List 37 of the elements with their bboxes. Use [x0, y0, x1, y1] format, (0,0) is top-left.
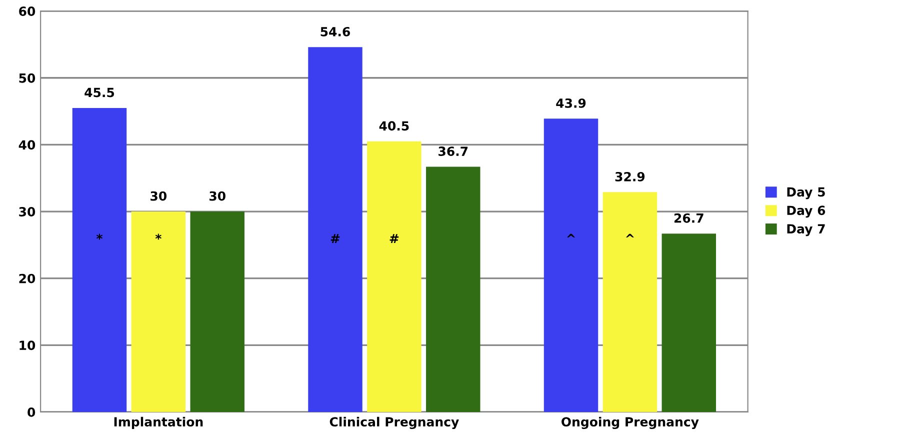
annotation: #: [330, 234, 340, 244]
y-tick-label: 50: [19, 73, 36, 83]
data-label: 30: [150, 191, 167, 201]
bar: [131, 212, 186, 412]
y-tick-label: 20: [19, 274, 36, 284]
data-label: 43.9: [556, 98, 586, 108]
bar: [190, 212, 244, 412]
y-tick-label: 0: [28, 407, 36, 417]
bar: [544, 118, 598, 412]
y-tick-label: 30: [19, 207, 36, 216]
bar: [602, 192, 658, 412]
bar: [308, 47, 362, 412]
y-tick-label: 60: [19, 6, 36, 16]
data-label: 30: [210, 191, 226, 201]
legend-label: Day 6: [787, 206, 826, 218]
annotation: *: [96, 234, 103, 240]
x-tick-label: Clinical Pregnancy: [330, 416, 459, 430]
annotation: *: [155, 234, 162, 240]
annotation: #: [390, 234, 399, 244]
bar: [426, 166, 480, 412]
y-tick-label: 10: [20, 340, 36, 350]
annotation: ^: [567, 234, 575, 238]
legend-label: Day 7: [787, 224, 825, 236]
data-label: 54.6: [320, 26, 350, 36]
data-label: 40.5: [379, 121, 409, 131]
x-tick-label: Ongoing Pregnancy: [562, 416, 699, 430]
data-label: 45.5: [84, 88, 114, 98]
legend-label: Day 5: [787, 187, 825, 200]
data-label: 32.9: [615, 172, 645, 182]
bar: [662, 234, 716, 412]
x-tick-label: Implantation: [114, 416, 203, 429]
bar: [367, 141, 422, 412]
y-tick-label: 40: [18, 140, 36, 150]
annotation: ^: [626, 234, 634, 238]
data-label: 26.7: [674, 213, 704, 223]
data-label: 36.7: [438, 146, 468, 156]
bar: [72, 108, 127, 412]
